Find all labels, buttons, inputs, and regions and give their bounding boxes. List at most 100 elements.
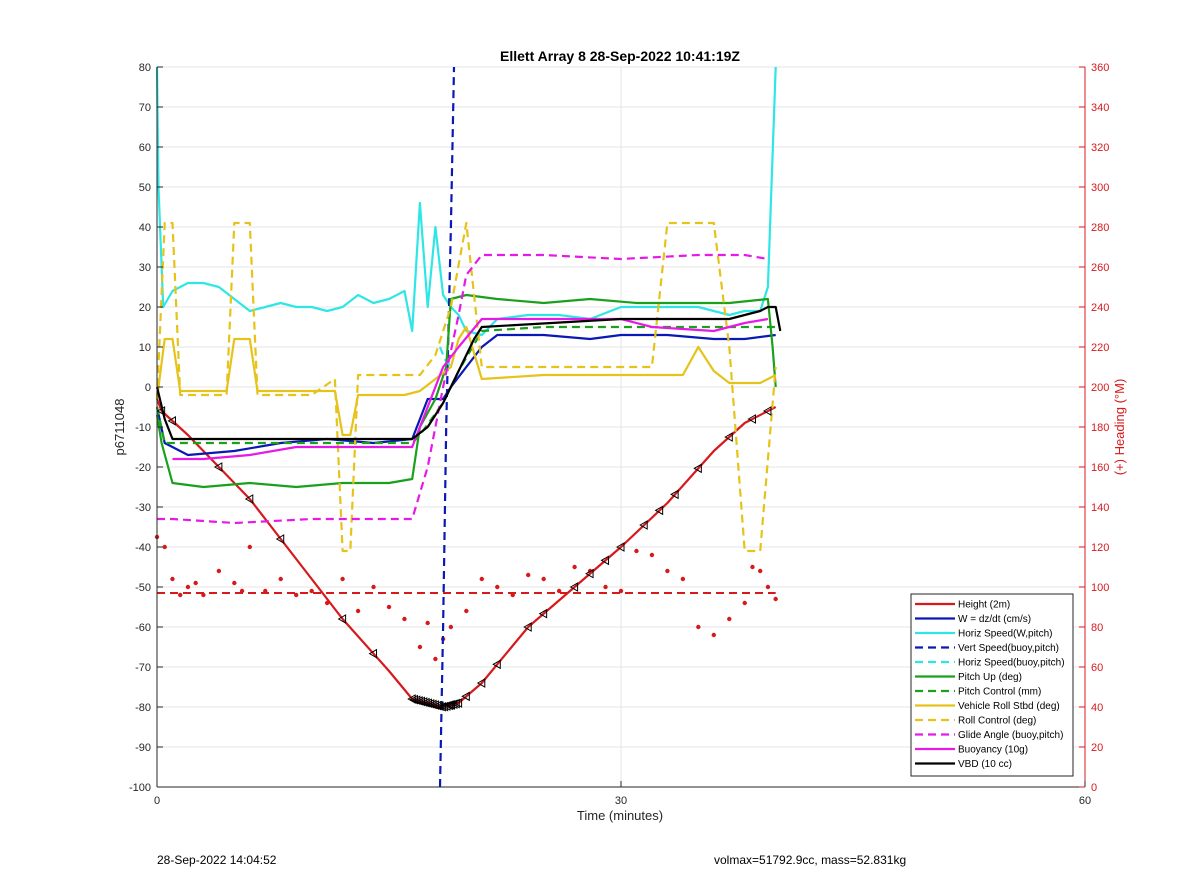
height-marker <box>337 614 347 624</box>
heading-point <box>232 580 237 586</box>
y-tick-label-right: 360 <box>1091 62 1109 74</box>
y-tick-label-right: 100 <box>1091 582 1109 594</box>
y-tick-label-left: 20 <box>139 302 151 314</box>
height-marker <box>368 648 378 659</box>
series-horiz-speed-buoy-pitch <box>438 346 452 368</box>
height-marker <box>693 463 702 474</box>
heading-point <box>193 580 198 586</box>
y-tick-label-left: 30 <box>139 262 151 274</box>
y-tick-label-right: 340 <box>1091 102 1109 114</box>
series-buoyancy-10g <box>172 317 769 461</box>
heading-point <box>727 616 732 622</box>
heading-point <box>433 656 438 662</box>
y-tick-label-right: 120 <box>1091 542 1109 554</box>
heading-point <box>742 600 747 606</box>
x-axis-label: Time (minutes) <box>577 808 663 823</box>
height-marker <box>156 406 166 416</box>
heading-point <box>386 604 392 610</box>
heading-point <box>649 552 655 558</box>
y-tick-label-right: 220 <box>1091 342 1109 354</box>
y-tick-label-left: -20 <box>135 462 151 474</box>
legend-label: Pitch Control (mm) <box>958 687 1041 698</box>
y-tick-label-left: -10 <box>135 422 151 434</box>
heading-point <box>603 584 608 590</box>
x-tick-label: 60 <box>1079 795 1091 807</box>
y-tick-label-right: 0 <box>1091 782 1097 794</box>
heading-point <box>278 576 283 582</box>
heading-point <box>417 644 423 650</box>
heading-point <box>541 576 546 582</box>
height-marker <box>654 505 664 516</box>
heading-point <box>162 544 167 550</box>
series-pitch-up-deg <box>155 293 777 489</box>
heading-point <box>556 588 562 594</box>
y-tick-label-left: 40 <box>139 222 151 234</box>
height-marker <box>523 622 532 632</box>
y-tick-label-left: 0 <box>145 382 151 394</box>
legend-label: Pitch Up (deg) <box>958 672 1022 683</box>
series-pitch-control-mm <box>155 325 776 445</box>
height-marker <box>585 568 594 579</box>
heading-point <box>765 584 771 590</box>
heading-point <box>178 592 183 598</box>
y-tick-label-left: 70 <box>139 102 151 114</box>
heading-point <box>758 568 763 574</box>
y-tick-label-right: 200 <box>1091 382 1109 394</box>
legend: Height (2m) W = dz/dt (cm/s) Horiz Speed(W… <box>910 593 1074 777</box>
height-marker <box>538 608 548 619</box>
heading-point <box>170 576 175 582</box>
height-marker <box>639 520 648 530</box>
y-tick-label-right: 140 <box>1091 502 1109 514</box>
heading-point <box>402 616 407 622</box>
y-tick-label-left: -60 <box>135 622 151 634</box>
legend-label: Vehicle Roll Stbd (deg) <box>958 701 1060 712</box>
height-marker <box>724 432 733 442</box>
height-marker <box>600 555 610 566</box>
y-tick-label-left: -30 <box>135 502 151 514</box>
y-tick-label-left: -90 <box>135 742 151 754</box>
series-layer <box>154 66 782 788</box>
height-marker <box>569 582 579 592</box>
y-axis-label-right: (+) Heading (°M) <box>1112 379 1127 476</box>
series-roll-control-deg <box>155 221 777 553</box>
x-tick-label: 0 <box>154 795 160 807</box>
heading-point <box>750 564 755 570</box>
series-glide-angle-buoy-pitch <box>157 253 769 525</box>
heading-point <box>572 564 577 570</box>
heading-point <box>448 624 454 630</box>
heading-point <box>479 576 484 582</box>
series-horiz-speed-w-pitch <box>155 66 777 337</box>
series-vert-speed-buoy-pitch <box>438 66 456 788</box>
axes: 0 30 6080706050403020100-10-20-30-40-50-60… <box>129 62 1109 807</box>
y-tick-label-right: 20 <box>1091 742 1103 754</box>
legend-label: Horiz Speed(W,pitch) <box>958 629 1052 640</box>
heading-point <box>464 608 469 614</box>
heading-point <box>425 620 430 626</box>
y-tick-label-right: 80 <box>1091 622 1103 634</box>
height-marker <box>670 489 679 500</box>
heading-point <box>526 572 531 578</box>
y-tick-label-left: 50 <box>139 182 151 194</box>
height-marker <box>453 698 463 708</box>
heading-point <box>185 584 191 590</box>
y-tick-label-left: -80 <box>135 702 151 714</box>
heading-point <box>665 568 670 574</box>
y-tick-label-right: 260 <box>1091 262 1109 274</box>
heading-point <box>355 608 361 614</box>
y-tick-label-left: 10 <box>139 342 151 354</box>
height-marker <box>167 416 176 426</box>
legend-box <box>910 593 1074 777</box>
heading-point <box>340 576 345 582</box>
heading-point <box>773 596 778 602</box>
heading-point <box>201 592 206 598</box>
footer-volmax-mass: volmax=51792.9cc, mass=52.831kg <box>714 853 907 867</box>
y-tick-label-right: 320 <box>1091 142 1109 154</box>
heading-point <box>247 544 252 550</box>
y-tick-label-left: 80 <box>139 62 151 74</box>
height-marker <box>747 414 756 424</box>
height-marker <box>461 691 470 702</box>
legend-label: Height (2m) <box>958 600 1010 611</box>
legend-label: Horiz Speed(buoy,pitch) <box>958 658 1065 669</box>
height-marker <box>451 698 460 709</box>
